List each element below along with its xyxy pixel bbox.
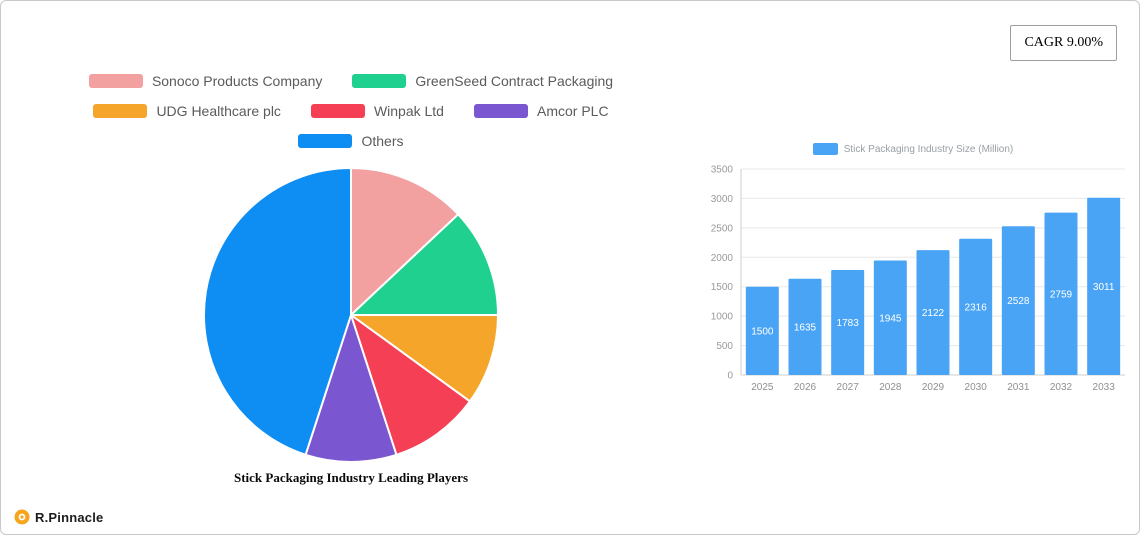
pie-slice xyxy=(347,314,500,403)
pie-legend-item[interactable]: Amcor PLC xyxy=(473,103,609,119)
legend-label: Winpak Ltd xyxy=(373,103,444,119)
pie-legend: Sonoco Products Company GreenSeed Contrac… xyxy=(41,73,661,149)
bar xyxy=(831,270,865,375)
bar-value-label: 1500 xyxy=(751,326,774,337)
bar-chart: 0 500 1000 1500 2000 2500 3000 3500 1500 2025 1635… xyxy=(711,165,1125,393)
bar xyxy=(916,250,950,375)
x-axis-label: 2028 xyxy=(879,382,902,393)
legend-swatch xyxy=(473,104,528,118)
legend-label: UDG Healthcare plc xyxy=(156,103,281,119)
x-axis-label: 2025 xyxy=(751,382,774,393)
pie-slice xyxy=(350,166,460,318)
pie-legend-item[interactable]: Others xyxy=(298,133,404,149)
bar-legend-swatch xyxy=(812,143,838,155)
legend-swatch xyxy=(310,104,365,118)
pie-slice xyxy=(348,212,500,316)
pie-legend-item[interactable]: GreenSeed Contract Packaging xyxy=(352,73,613,89)
bar-value-label: 1635 xyxy=(794,322,817,333)
y-axis-label: 1000 xyxy=(711,312,734,323)
brand-logo: R.Pinnacle xyxy=(14,509,103,525)
x-axis-label: 2032 xyxy=(1050,382,1073,393)
legend-label: Sonoco Products Company xyxy=(151,73,323,89)
pie-legend-row: Sonoco Products Company GreenSeed Contrac… xyxy=(41,73,661,89)
pie-legend-row: UDG Healthcare plc Winpak Ltd Amcor PLC xyxy=(41,103,661,119)
legend-swatch xyxy=(298,134,353,148)
bar-value-label: 2528 xyxy=(1007,296,1030,307)
bar xyxy=(873,260,907,375)
bar-value-label: 1945 xyxy=(879,313,902,324)
y-axis-label: 3000 xyxy=(711,194,734,205)
bar xyxy=(1001,226,1035,375)
legend-swatch xyxy=(88,74,143,88)
pie-legend-item[interactable]: UDG Healthcare plc xyxy=(93,103,281,119)
bar xyxy=(959,238,993,375)
pie-title: Stick Packaging Industry Leading Players xyxy=(233,470,469,485)
y-axis-label: 3500 xyxy=(711,165,734,176)
pie-legend-item[interactable]: Winpak Ltd xyxy=(310,103,444,119)
brand-logo-icon xyxy=(14,509,30,525)
pie-legend-row: Others xyxy=(41,133,661,149)
x-axis-label: 2027 xyxy=(837,382,860,393)
x-axis-label: 2033 xyxy=(1093,382,1116,393)
bar xyxy=(745,286,779,375)
pie-chart xyxy=(203,166,500,464)
bar-value-label: 3011 xyxy=(1093,282,1115,293)
bar xyxy=(1087,197,1121,375)
x-axis-label: 2030 xyxy=(965,382,988,393)
bar-chart-legend[interactable]: Stick Packaging Industry Size (Million) xyxy=(693,143,1133,155)
y-axis-label: 1500 xyxy=(711,282,734,293)
legend-swatch xyxy=(352,74,407,88)
legend-label: GreenSeed Contract Packaging xyxy=(415,73,614,89)
pie-slice xyxy=(304,311,398,464)
y-axis-label: 0 xyxy=(727,371,733,382)
bar-value-label: 2316 xyxy=(965,302,988,313)
pie-section: Stick Packaging Industry Leading Players xyxy=(41,165,661,486)
bar xyxy=(1044,212,1078,375)
y-axis-label: 2500 xyxy=(711,223,734,234)
bar xyxy=(788,278,822,375)
legend-swatch xyxy=(93,104,148,118)
legend-label: Others xyxy=(361,133,404,149)
bar-section: Stick Packaging Industry Size (Million) … xyxy=(693,143,1133,412)
x-axis-label: 2029 xyxy=(922,382,945,393)
x-axis-label: 2031 xyxy=(1007,382,1030,393)
bar-legend-label: Stick Packaging Industry Size (Million) xyxy=(843,143,1014,155)
pie-slice xyxy=(349,312,472,457)
bar-value-label: 1783 xyxy=(837,318,860,329)
legend-label: Amcor PLC xyxy=(536,103,609,119)
y-axis-label: 500 xyxy=(716,341,733,352)
bar-value-label: 2122 xyxy=(922,308,945,319)
bar-value-label: 2759 xyxy=(1050,289,1073,300)
cagr-badge: CAGR 9.00% xyxy=(1010,25,1117,61)
pie-slice xyxy=(203,166,352,457)
brand-name: R.Pinnacle xyxy=(35,509,104,525)
y-axis-label: 2000 xyxy=(711,253,734,264)
x-axis-label: 2026 xyxy=(794,382,817,393)
pie-legend-item[interactable]: Sonoco Products Company xyxy=(88,73,323,89)
